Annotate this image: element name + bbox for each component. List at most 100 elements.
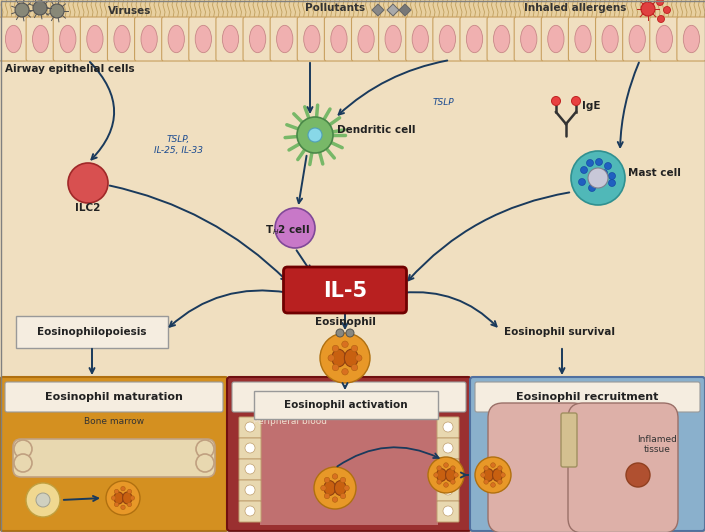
Text: Bone marrow: Bone marrow	[84, 417, 144, 426]
Circle shape	[437, 466, 441, 470]
Circle shape	[341, 493, 345, 498]
FancyBboxPatch shape	[470, 377, 705, 531]
Circle shape	[443, 485, 453, 495]
Circle shape	[658, 15, 665, 22]
Circle shape	[587, 160, 594, 167]
Circle shape	[571, 151, 625, 205]
Ellipse shape	[548, 26, 564, 53]
Ellipse shape	[141, 26, 157, 53]
FancyBboxPatch shape	[460, 17, 489, 61]
Ellipse shape	[324, 480, 336, 495]
FancyBboxPatch shape	[568, 403, 678, 532]
FancyBboxPatch shape	[189, 17, 218, 61]
Circle shape	[341, 477, 345, 483]
Circle shape	[275, 208, 315, 248]
FancyBboxPatch shape	[0, 0, 705, 18]
Ellipse shape	[222, 26, 238, 53]
Circle shape	[589, 185, 596, 192]
Circle shape	[106, 481, 140, 515]
Ellipse shape	[656, 26, 673, 53]
Circle shape	[332, 345, 338, 352]
FancyBboxPatch shape	[514, 17, 544, 61]
Circle shape	[121, 486, 125, 491]
FancyBboxPatch shape	[239, 501, 261, 522]
Circle shape	[491, 463, 496, 468]
FancyBboxPatch shape	[227, 377, 471, 531]
Circle shape	[245, 485, 255, 495]
Text: Eosinophil activation: Eosinophil activation	[284, 400, 407, 410]
Circle shape	[355, 355, 362, 361]
Ellipse shape	[436, 469, 446, 481]
Text: Mast cell: Mast cell	[628, 168, 681, 178]
Circle shape	[127, 489, 132, 494]
Circle shape	[498, 466, 502, 470]
Circle shape	[336, 329, 344, 337]
Ellipse shape	[168, 26, 185, 53]
Text: Eosinophil recruitment: Eosinophil recruitment	[516, 392, 658, 402]
Circle shape	[324, 493, 330, 498]
Circle shape	[127, 502, 132, 506]
Circle shape	[588, 168, 608, 188]
Circle shape	[443, 483, 448, 487]
Circle shape	[196, 440, 214, 458]
Ellipse shape	[467, 26, 483, 53]
Text: Eosinophil maturation: Eosinophil maturation	[45, 392, 183, 402]
Circle shape	[342, 341, 348, 347]
Circle shape	[608, 179, 615, 187]
Ellipse shape	[87, 26, 103, 53]
Text: Dendritic cell: Dendritic cell	[337, 125, 415, 135]
Text: Inflamed
tissue: Inflamed tissue	[637, 435, 677, 454]
FancyBboxPatch shape	[352, 17, 381, 61]
FancyBboxPatch shape	[475, 382, 700, 412]
Circle shape	[245, 422, 255, 432]
Circle shape	[332, 497, 338, 502]
FancyBboxPatch shape	[406, 17, 435, 61]
Circle shape	[15, 3, 29, 17]
Circle shape	[450, 479, 455, 484]
Text: TSLP,
IL-25, IL-33: TSLP, IL-25, IL-33	[154, 135, 202, 155]
FancyBboxPatch shape	[161, 17, 191, 61]
Ellipse shape	[32, 26, 49, 53]
FancyBboxPatch shape	[541, 17, 570, 61]
FancyBboxPatch shape	[437, 501, 459, 522]
Circle shape	[626, 463, 650, 487]
FancyBboxPatch shape	[243, 17, 272, 61]
Circle shape	[14, 440, 32, 458]
Text: Eosinophil: Eosinophil	[314, 317, 376, 327]
Ellipse shape	[334, 480, 346, 495]
Text: Eosinophil migration: Eosinophil migration	[285, 392, 413, 402]
FancyBboxPatch shape	[0, 18, 705, 60]
Ellipse shape	[123, 492, 132, 504]
Ellipse shape	[412, 26, 429, 53]
Text: Eosinophilopoiesis: Eosinophilopoiesis	[37, 327, 147, 337]
Circle shape	[580, 167, 587, 173]
Text: Pollutants: Pollutants	[305, 3, 365, 13]
FancyBboxPatch shape	[487, 17, 516, 61]
Ellipse shape	[493, 26, 510, 53]
Circle shape	[641, 2, 655, 16]
Ellipse shape	[331, 26, 347, 53]
Circle shape	[245, 464, 255, 474]
FancyBboxPatch shape	[650, 17, 679, 61]
Circle shape	[656, 0, 663, 5]
Circle shape	[328, 355, 334, 361]
FancyBboxPatch shape	[623, 17, 651, 61]
FancyBboxPatch shape	[26, 17, 55, 61]
Circle shape	[33, 1, 47, 15]
FancyBboxPatch shape	[437, 480, 459, 501]
FancyBboxPatch shape	[596, 17, 625, 61]
Text: Viruses: Viruses	[108, 6, 152, 16]
Circle shape	[443, 506, 453, 516]
Text: TSLP: TSLP	[432, 98, 454, 107]
Circle shape	[604, 162, 611, 170]
FancyBboxPatch shape	[135, 17, 164, 61]
Circle shape	[245, 443, 255, 453]
Text: ILC2: ILC2	[75, 203, 101, 213]
FancyBboxPatch shape	[437, 438, 459, 459]
Text: IL-5: IL-5	[323, 281, 367, 301]
Ellipse shape	[6, 26, 22, 53]
Circle shape	[320, 333, 370, 383]
FancyBboxPatch shape	[561, 413, 577, 467]
Circle shape	[342, 369, 348, 375]
FancyBboxPatch shape	[298, 17, 326, 61]
